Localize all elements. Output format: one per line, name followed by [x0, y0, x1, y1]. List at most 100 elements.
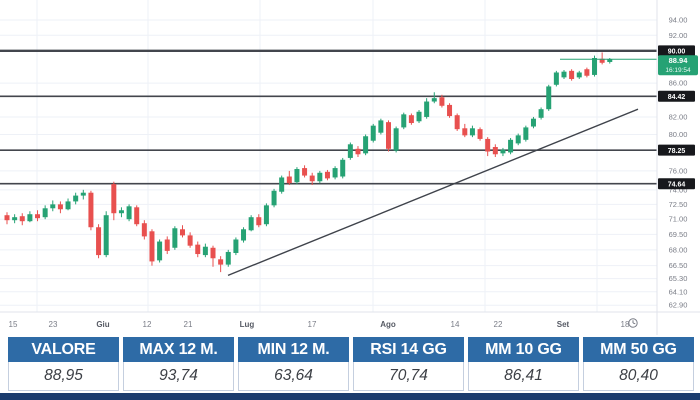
candle	[515, 133, 521, 146]
candle	[57, 201, 63, 214]
date-tick-label: Ago	[380, 320, 396, 329]
candle	[546, 84, 552, 111]
svg-text:16:19:54: 16:19:54	[665, 67, 691, 74]
date-tick-label: 18	[621, 320, 630, 329]
candle	[378, 118, 384, 135]
candle	[225, 249, 231, 267]
candle	[370, 123, 376, 143]
price-tick-label: 92.00	[669, 31, 688, 40]
svg-text:74.64: 74.64	[668, 182, 686, 189]
candle	[340, 157, 346, 179]
table-header-cell: MM 50 GG	[583, 337, 694, 362]
candle	[462, 123, 468, 138]
candle	[164, 236, 170, 255]
table-header-cell: MIN 12 M.	[238, 337, 349, 362]
date-tick-label: Giu	[96, 320, 109, 329]
table-value-cell: 93,74	[123, 362, 234, 391]
candle	[88, 190, 94, 231]
candle	[126, 204, 132, 222]
clock-icon[interactable]	[628, 318, 638, 328]
candle	[492, 144, 498, 158]
last-price-badge: 88.94 16:19:54	[658, 55, 698, 76]
candle	[431, 92, 437, 104]
candle	[256, 214, 262, 228]
table-header-cell: MM 10 GG	[468, 337, 579, 362]
candle	[386, 120, 391, 152]
trendline[interactable]	[227, 108, 639, 277]
candle	[523, 125, 529, 142]
table-column-valore: VALORE 88,95	[8, 337, 119, 391]
date-tick-label: 23	[49, 320, 58, 329]
candle	[561, 70, 567, 80]
candlestick-chart-canvas[interactable]: 94.00 92.00 86.00 82.00 80.00 76.00 74.00 72.50…	[0, 0, 700, 335]
candle	[393, 126, 399, 153]
candle	[302, 165, 308, 178]
candle	[347, 142, 353, 160]
candle	[103, 211, 109, 258]
candle	[439, 94, 445, 108]
price-axis[interactable]: 94.00 92.00 86.00 82.00 80.00 76.00 74.00 72.50…	[656, 0, 700, 335]
level-price-badge: 84.42	[658, 90, 695, 102]
table-column-rsi14: RSI 14 GG 70,74	[353, 337, 464, 391]
table-column-mm50: MM 50 GG 80,40	[583, 337, 694, 391]
candle	[599, 52, 605, 65]
table-header-cell: RSI 14 GG	[353, 337, 464, 362]
level-price-badge: 74.64	[658, 178, 695, 190]
table-column-min12m: MIN 12 M. 63,64	[238, 337, 349, 391]
candle	[317, 170, 323, 184]
price-tick-label: 76.00	[669, 166, 688, 175]
price-tick-label: 82.00	[669, 112, 688, 121]
price-tick-label: 72.50	[669, 200, 688, 209]
candle	[553, 70, 559, 87]
price-tick-label: 66.50	[669, 261, 688, 270]
candle	[4, 212, 10, 225]
candle	[73, 192, 79, 205]
table-value-cell: 86,41	[468, 362, 579, 391]
table-value-cell: 70,74	[353, 362, 464, 391]
candle	[248, 215, 254, 232]
candle	[294, 167, 300, 185]
svg-text:90.00: 90.00	[668, 49, 686, 56]
date-tick-label: 15	[9, 320, 18, 329]
price-tick-label: 94.00	[669, 15, 688, 24]
price-tick-label: 86.00	[669, 79, 688, 88]
candle	[80, 189, 86, 200]
candle	[241, 227, 247, 243]
price-tick-label: 71.00	[669, 215, 688, 224]
candle	[592, 55, 598, 77]
date-tick-label: 21	[184, 320, 193, 329]
candle	[363, 134, 369, 156]
price-tick-label: 64.10	[669, 287, 688, 296]
price-tick-label: 69.50	[669, 230, 688, 239]
date-axis[interactable]: 15 23 Giu 12 21 Lug 17 Ago 14 22 Set 18	[0, 311, 700, 329]
price-tick-label: 74.00	[669, 185, 688, 194]
svg-text:78.25: 78.25	[668, 148, 686, 155]
date-tick-label: 17	[308, 320, 317, 329]
candle	[218, 256, 224, 273]
candle	[454, 113, 460, 131]
table-column-max12m: MAX 12 M. 93,74	[123, 337, 234, 391]
table-value-cell: 63,64	[238, 362, 349, 391]
date-tick-label: Set	[557, 320, 570, 329]
candle	[576, 70, 582, 80]
candle	[35, 210, 41, 222]
candle	[286, 170, 292, 186]
candle	[538, 107, 544, 120]
candle	[172, 226, 178, 250]
candle	[27, 211, 33, 223]
date-tick-label: 14	[451, 320, 460, 329]
candle	[195, 241, 201, 258]
candle	[324, 169, 330, 181]
table-header-cell: MAX 12 M.	[123, 337, 234, 362]
candle	[202, 243, 208, 258]
candle	[500, 147, 506, 157]
svg-text:88.94: 88.94	[669, 56, 689, 65]
candle	[111, 181, 117, 221]
table-value-cell: 80,40	[583, 362, 694, 391]
candle	[149, 229, 155, 266]
candle	[332, 166, 338, 180]
candle	[118, 207, 124, 218]
candle	[469, 125, 475, 138]
candle	[210, 245, 216, 267]
